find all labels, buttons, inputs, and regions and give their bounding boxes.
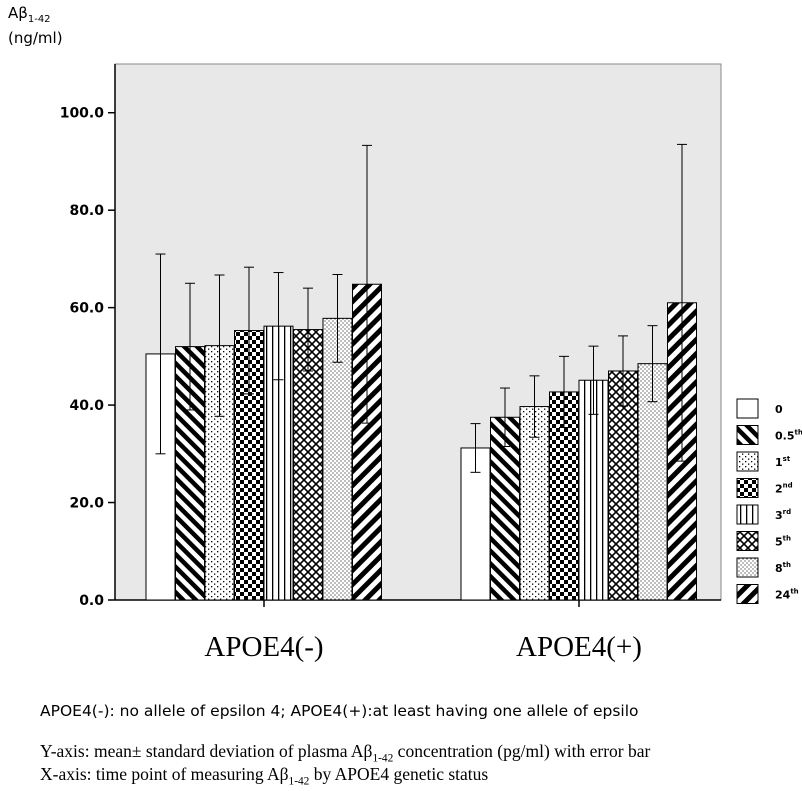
legend-label-24: 24th <box>775 588 799 602</box>
y-axis: 0.0 20.0 40.0 60.0 80.0 100.0 <box>60 64 721 609</box>
footnote-y-axis-post: concentration (pg/ml) with error bar <box>393 741 651 761</box>
legend-swatch-5 <box>736 531 759 551</box>
bar-APOE4(+)-5 <box>608 370 638 601</box>
legend-swatch-24 <box>736 584 759 604</box>
x-axis-labels: APOE4(-) APOE4(+) <box>204 600 642 663</box>
footnote-x-axis: X-axis: time point of measuring Aβ1-42 b… <box>40 764 802 788</box>
bar-APOE4(+)-8 <box>637 363 668 601</box>
legend-label-2: 2nd <box>775 482 793 496</box>
y-axis-label-subscript: 1-42 <box>27 14 51 25</box>
legend-label-8: 8th <box>775 561 791 575</box>
legend-swatch-3 <box>736 504 759 525</box>
legend-swatch-0 <box>736 398 759 419</box>
legend-label-3: 3rd <box>775 508 791 522</box>
y-tick-label: 100.0 <box>60 106 105 122</box>
y-tick-label: 60.0 <box>69 301 104 317</box>
footnote-y-axis-pre: Y-axis: mean± standard deviation of plas… <box>40 741 373 761</box>
bar-chart: 0.0 20.0 40.0 60.0 80.0 100.0 APOE4(-) APOE4(+… <box>60 63 802 663</box>
bar-APOE4(-)-5 <box>293 329 323 601</box>
legend: 0 0.5th 1st 2nd 3rd 5th 8th 24th <box>736 398 802 604</box>
legend-label-0: 0 <box>775 403 783 416</box>
footnote-x-axis-pre: X-axis: time point of measuring Aβ <box>40 764 289 784</box>
bar-APOE4(-)-8 <box>322 317 353 601</box>
x-category-label: APOE4(+) <box>516 631 642 663</box>
footnote-y-axis-sub: 1-42 <box>372 752 394 765</box>
y-tick-label: 40.0 <box>69 398 104 414</box>
footnote-x-axis-post: by APOE4 genetic status <box>309 764 489 784</box>
legend-swatch-2 <box>736 478 759 498</box>
y-tick-label: 20.0 <box>69 496 104 512</box>
bar-APOE4(-)-1 <box>204 345 235 601</box>
y-axis-label-main: Aβ <box>8 4 28 22</box>
y-axis-label: Aβ1-42 (ng/ml) <box>8 4 63 48</box>
bar-APOE4(+)-3 <box>578 379 609 601</box>
legend-label-0.5: 0.5th <box>775 429 802 443</box>
footnote-x-axis-sub: 1-42 <box>288 775 310 788</box>
y-tick-label: 80.0 <box>69 203 104 219</box>
bar-APOE4(+)-1 <box>519 406 550 601</box>
legend-swatch-8 <box>736 557 759 578</box>
legend-swatch-0.5 <box>736 425 759 445</box>
footnote-apoe4: APOE4(-): no allele of epsilon 4; APOE4(… <box>40 702 639 720</box>
legend-label-1: 1st <box>775 455 791 469</box>
error-bars <box>155 143 687 473</box>
footnote-y-axis: Y-axis: mean± standard deviation of plas… <box>40 741 802 765</box>
bars <box>145 283 697 601</box>
y-axis-unit: (ng/ml) <box>8 29 63 47</box>
x-category-label: APOE4(-) <box>204 631 323 663</box>
legend-label-5: 5th <box>775 535 791 549</box>
y-tick-label: 0.0 <box>79 593 104 609</box>
legend-swatch-1 <box>736 451 759 472</box>
bar-APOE4(+)-0.5 <box>490 416 520 601</box>
